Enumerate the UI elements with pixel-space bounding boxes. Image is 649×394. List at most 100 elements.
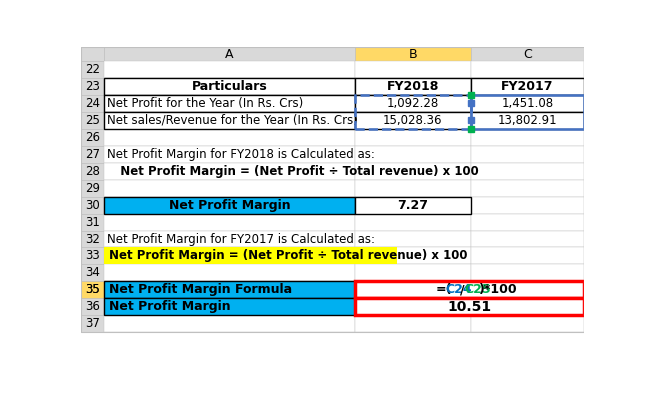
Text: 22: 22 <box>85 63 100 76</box>
Bar <box>104 78 355 95</box>
Bar <box>471 95 584 129</box>
Bar <box>104 197 355 214</box>
Bar <box>471 129 584 146</box>
Bar <box>355 281 471 298</box>
Text: Net sales/Revenue for the Year (In Rs. Crs): Net sales/Revenue for the Year (In Rs. C… <box>108 114 358 127</box>
Bar <box>104 163 355 180</box>
Text: 28: 28 <box>85 165 100 178</box>
Bar <box>104 247 355 264</box>
Bar <box>471 61 584 78</box>
Bar <box>355 298 584 315</box>
Bar <box>355 95 471 112</box>
Bar <box>104 61 355 78</box>
Text: )*100: )*100 <box>479 283 518 296</box>
Bar <box>471 112 584 129</box>
Bar <box>104 315 355 332</box>
Text: C25: C25 <box>465 283 491 296</box>
Bar <box>81 315 104 332</box>
Text: 13,802.91: 13,802.91 <box>498 114 557 127</box>
Text: FY2017: FY2017 <box>501 80 554 93</box>
Bar <box>471 180 584 197</box>
Bar <box>81 146 104 163</box>
Text: C: C <box>523 48 532 61</box>
Bar <box>471 315 584 332</box>
Bar <box>81 78 104 95</box>
Bar <box>104 78 355 95</box>
Bar <box>104 47 355 61</box>
Bar <box>355 112 471 129</box>
Bar <box>355 129 471 146</box>
Text: 37: 37 <box>85 317 100 330</box>
Bar <box>104 95 355 112</box>
Text: B: B <box>408 48 417 61</box>
Text: Net Profit Margin = (Net Profit ÷ Total revenue) x 100: Net Profit Margin = (Net Profit ÷ Total … <box>109 249 467 262</box>
Bar <box>81 214 104 230</box>
Bar <box>104 146 355 163</box>
Bar <box>355 298 471 315</box>
Text: 23: 23 <box>85 80 100 93</box>
Bar <box>104 247 397 264</box>
Bar <box>104 129 355 146</box>
Text: 7.27: 7.27 <box>397 199 428 212</box>
Text: 1,092.28: 1,092.28 <box>387 97 439 110</box>
Bar <box>104 197 355 214</box>
Bar <box>81 264 104 281</box>
Text: 33: 33 <box>86 249 100 262</box>
Bar <box>81 129 104 146</box>
Bar <box>104 281 355 298</box>
Text: Net Profit Margin Formula: Net Profit Margin Formula <box>109 283 292 296</box>
Bar <box>471 197 584 214</box>
Text: 27: 27 <box>85 148 100 161</box>
Bar <box>355 61 471 78</box>
Bar <box>355 180 471 197</box>
Bar <box>81 163 104 180</box>
Bar <box>355 247 471 264</box>
Bar <box>471 214 584 230</box>
Text: A: A <box>225 48 234 61</box>
Bar <box>104 298 355 315</box>
Bar <box>471 264 584 281</box>
Bar <box>355 95 471 129</box>
Bar <box>355 281 584 298</box>
Text: 36: 36 <box>85 300 100 313</box>
Bar <box>104 298 355 315</box>
Text: =(: =( <box>435 283 452 296</box>
Bar <box>104 180 355 197</box>
Text: Net Profit Margin for FY2017 is Calculated as:: Net Profit Margin for FY2017 is Calculat… <box>106 232 374 245</box>
Text: 24: 24 <box>85 97 100 110</box>
Text: Net Profit Margin: Net Profit Margin <box>109 300 230 313</box>
Bar <box>355 146 471 163</box>
Bar <box>81 112 104 129</box>
Bar <box>81 180 104 197</box>
Text: 10.51: 10.51 <box>447 300 491 314</box>
Bar <box>81 47 104 61</box>
Bar <box>81 197 104 214</box>
Bar <box>471 112 584 129</box>
Bar <box>104 214 355 230</box>
Text: Net Profit Margin for FY2018 is Calculated as:: Net Profit Margin for FY2018 is Calculat… <box>106 148 374 161</box>
Bar <box>471 78 584 95</box>
Bar <box>104 264 355 281</box>
Text: 29: 29 <box>85 182 100 195</box>
Bar <box>355 95 471 112</box>
Bar <box>355 47 471 61</box>
Bar <box>355 197 471 214</box>
Bar <box>471 281 584 298</box>
Text: 26: 26 <box>85 131 100 144</box>
Bar <box>81 247 104 264</box>
Bar <box>355 264 471 281</box>
Text: Particulars: Particulars <box>191 80 267 93</box>
Bar <box>81 281 104 298</box>
Text: 32: 32 <box>85 232 100 245</box>
Bar <box>81 281 104 298</box>
Bar <box>471 230 584 247</box>
Text: 1,451.08: 1,451.08 <box>502 97 554 110</box>
Text: 34: 34 <box>85 266 100 279</box>
Bar <box>104 112 355 129</box>
Text: Net Profit Margin = (Net Profit ÷ Total revenue) x 100: Net Profit Margin = (Net Profit ÷ Total … <box>112 165 479 178</box>
Text: /: / <box>459 283 465 296</box>
Bar <box>81 230 104 247</box>
Bar <box>471 298 584 315</box>
Text: C24: C24 <box>445 283 472 296</box>
Bar <box>471 78 584 95</box>
